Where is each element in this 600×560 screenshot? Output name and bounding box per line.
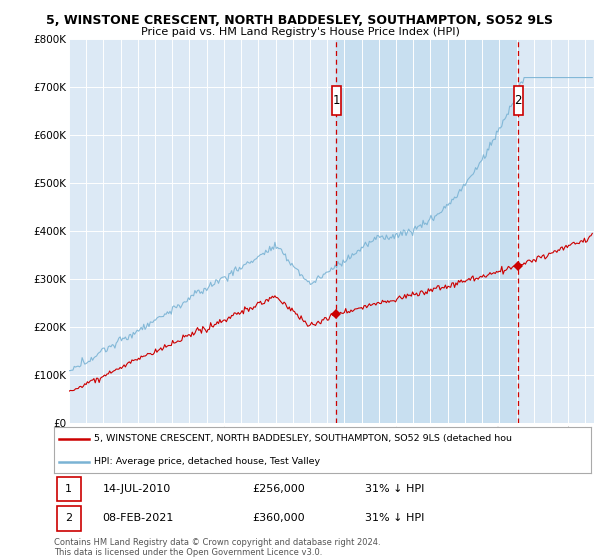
Text: 2: 2 — [515, 94, 522, 107]
Text: Price paid vs. HM Land Registry's House Price Index (HPI): Price paid vs. HM Land Registry's House … — [140, 27, 460, 37]
Text: 14-JUL-2010: 14-JUL-2010 — [103, 484, 170, 494]
Text: 2: 2 — [65, 514, 73, 524]
Text: £256,000: £256,000 — [253, 484, 305, 494]
Text: 08-FEB-2021: 08-FEB-2021 — [103, 514, 174, 524]
Text: 1: 1 — [65, 484, 72, 494]
Text: 5, WINSTONE CRESCENT, NORTH BADDESLEY, SOUTHAMPTON, SO52 9LS: 5, WINSTONE CRESCENT, NORTH BADDESLEY, S… — [47, 14, 554, 27]
Text: 31% ↓ HPI: 31% ↓ HPI — [365, 484, 425, 494]
FancyBboxPatch shape — [514, 86, 523, 115]
FancyBboxPatch shape — [332, 86, 341, 115]
FancyBboxPatch shape — [56, 477, 81, 501]
Bar — [337, 39, 518, 423]
Text: £360,000: £360,000 — [253, 514, 305, 524]
Text: 5, WINSTONE CRESCENT, NORTH BADDESLEY, SOUTHAMPTON, SO52 9LS (detached hou: 5, WINSTONE CRESCENT, NORTH BADDESLEY, S… — [94, 434, 512, 444]
Text: Contains HM Land Registry data © Crown copyright and database right 2024.
This d: Contains HM Land Registry data © Crown c… — [54, 538, 380, 557]
Text: 31% ↓ HPI: 31% ↓ HPI — [365, 514, 425, 524]
Text: HPI: Average price, detached house, Test Valley: HPI: Average price, detached house, Test… — [94, 457, 320, 466]
FancyBboxPatch shape — [56, 506, 81, 531]
Text: 1: 1 — [333, 94, 340, 107]
